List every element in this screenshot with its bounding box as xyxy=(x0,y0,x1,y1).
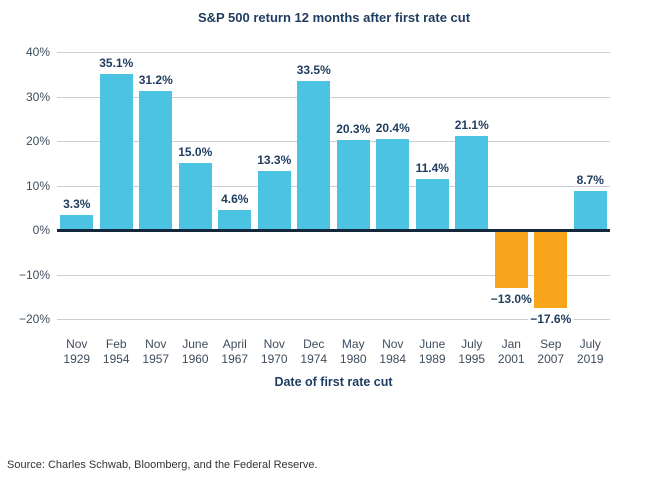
bar-value-label: 3.3% xyxy=(63,197,91,212)
bar-value-label: 8.7% xyxy=(576,173,604,188)
gridline xyxy=(57,96,610,98)
bar xyxy=(297,80,331,230)
bar xyxy=(99,73,133,230)
x-tick-label: Nov 1970 xyxy=(260,337,288,366)
bar-value-label: 15.0% xyxy=(178,145,213,160)
bar xyxy=(573,191,607,230)
chart-title: S&P 500 return 12 months after first rat… xyxy=(197,10,471,25)
y-tick-label: −20% xyxy=(18,312,50,326)
x-tick-label: Sep 2007 xyxy=(537,337,565,366)
bar xyxy=(336,139,370,230)
x-axis-labels: Nov 1929 Feb 1954 Nov 1957 June 1960 April 1967 No… xyxy=(57,337,610,371)
bar xyxy=(494,230,528,288)
y-tick-label: 0% xyxy=(32,223,50,237)
y-tick-label: 10% xyxy=(25,178,50,193)
x-tick-label: April 1967 xyxy=(221,337,249,366)
bar xyxy=(139,91,173,230)
bar-value-label: 4.6% xyxy=(221,191,249,206)
y-tick-label: 40% xyxy=(25,45,50,59)
bar xyxy=(376,139,410,230)
bar xyxy=(218,209,252,230)
source-note: Source: Charles Schwab, Bloomberg, and t… xyxy=(7,459,318,471)
bar-value-label: 20.3% xyxy=(336,121,371,136)
bar-value-label: 11.4% xyxy=(415,161,449,176)
plot-area: 3.3% 35.1% 31.2% 15.0% 4.6% 13.3% 33.5% 20.3% 20… xyxy=(57,52,610,327)
x-tick-label: Dec 1974 xyxy=(300,337,328,366)
x-tick-label: July 1995 xyxy=(458,337,486,366)
gridline xyxy=(57,52,610,53)
gridline xyxy=(57,274,610,276)
x-tick-label: June 1960 xyxy=(181,337,209,366)
bar-value-label: 33.5% xyxy=(296,62,331,77)
bar-value-label: −13.0% xyxy=(488,291,534,306)
bar xyxy=(415,179,449,230)
y-tick-label: 30% xyxy=(25,89,50,104)
y-tick-label: −10% xyxy=(18,267,50,282)
bar xyxy=(455,136,489,230)
gridline xyxy=(57,185,610,187)
x-tick-label: Nov 1957 xyxy=(142,337,170,366)
bar xyxy=(257,170,291,230)
zero-axis-line xyxy=(57,228,610,232)
bar-value-label: 21.1% xyxy=(454,118,489,133)
x-tick-label: July 2019 xyxy=(576,337,604,366)
x-tick-label: Jan 2001 xyxy=(497,337,525,366)
bar-value-label: 13.3% xyxy=(257,152,292,167)
x-tick-label: June 1989 xyxy=(418,337,446,366)
x-tick-label: May 1980 xyxy=(339,337,367,366)
y-tick-label: 20% xyxy=(25,134,50,148)
x-tick-label: Nov 1929 xyxy=(63,337,91,366)
gridline xyxy=(57,319,610,320)
x-axis-title: Date of first rate cut xyxy=(274,375,393,389)
x-tick-label: Feb 1954 xyxy=(102,337,130,366)
bar-value-label: 35.1% xyxy=(99,55,134,70)
bar-value-label: −17.6% xyxy=(528,312,574,327)
bar xyxy=(534,230,568,309)
bar-value-label: 20.4% xyxy=(375,121,410,136)
bar-value-label: 31.2% xyxy=(138,73,173,88)
x-tick-label: Nov 1984 xyxy=(379,337,407,366)
gridline xyxy=(57,141,610,142)
bar xyxy=(178,163,212,230)
bar xyxy=(60,215,94,230)
